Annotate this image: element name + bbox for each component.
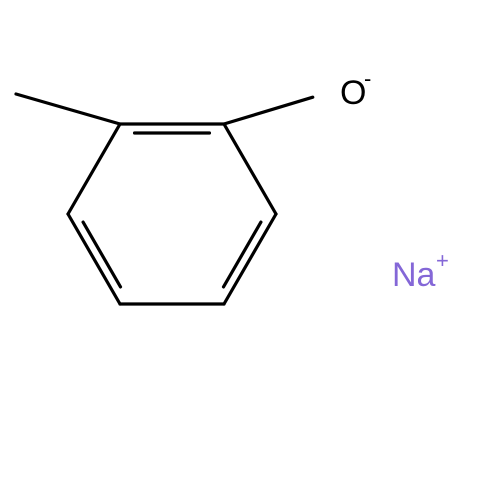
bond (68, 214, 120, 304)
bond (224, 124, 276, 214)
atom-label: Na (392, 256, 436, 294)
bond (16, 94, 120, 124)
bond (224, 214, 276, 304)
atom-label: O (340, 74, 366, 112)
bond (68, 124, 120, 214)
bond (83, 222, 120, 287)
bond (224, 97, 313, 124)
charge-label: - (364, 66, 371, 91)
charge-label: + (436, 248, 449, 273)
molecule-diagram: O- Na+ (0, 0, 500, 500)
bond (223, 222, 260, 287)
